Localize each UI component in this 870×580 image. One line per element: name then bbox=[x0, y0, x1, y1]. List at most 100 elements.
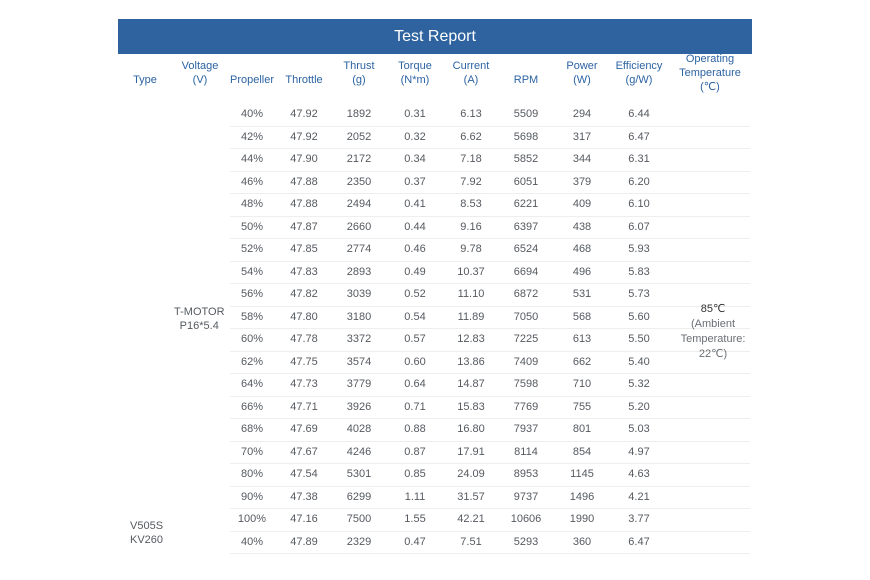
voltage-cell: 47.80 bbox=[290, 310, 318, 323]
table-row: 48% 47.88 2494 0.41 8.53 6221 409 6.10 bbox=[230, 193, 750, 217]
torque-cell: 0.60 bbox=[404, 355, 426, 368]
thrust-cell: 3926 bbox=[346, 400, 372, 413]
current-cell: 14.87 bbox=[457, 378, 485, 390]
voltage-cell: 47.90 bbox=[290, 153, 318, 165]
current-cell: 16.80 bbox=[457, 423, 485, 435]
efficiency-cell: 6.10 bbox=[628, 198, 650, 210]
temperature-note-line: 22℃) bbox=[698, 348, 728, 360]
power-cell: 531 bbox=[572, 288, 592, 300]
rpm-cell: 6221 bbox=[513, 198, 539, 210]
thrust-cell: 3180 bbox=[346, 310, 372, 323]
thrust-cell: 7500 bbox=[346, 513, 372, 525]
header-rpm: RPM bbox=[513, 74, 539, 86]
current-cell: 11.10 bbox=[457, 288, 485, 300]
power-cell: 294 bbox=[572, 108, 592, 120]
efficiency-cell: 6.44 bbox=[628, 108, 650, 120]
rpm-cell: 5509 bbox=[513, 108, 539, 120]
throttle-cell: 54% bbox=[240, 265, 264, 278]
thrust-cell: 3039 bbox=[346, 288, 372, 300]
efficiency-cell: 5.20 bbox=[628, 400, 650, 413]
rpm-cell: 7937 bbox=[513, 423, 539, 435]
efficiency-cell: 5.03 bbox=[628, 423, 650, 435]
rpm-cell: 7409 bbox=[513, 355, 539, 368]
power-cell: 317 bbox=[572, 130, 592, 143]
header-operating-temperature: Operating Temperature (℃) bbox=[679, 53, 741, 93]
voltage-cell: 47.85 bbox=[290, 243, 318, 255]
rpm-cell: 6051 bbox=[513, 175, 539, 188]
torque-cell: 0.31 bbox=[404, 108, 426, 120]
throttle-cell: 40% bbox=[240, 535, 264, 548]
table-row: 40% 47.92 1892 0.31 6.13 5509 294 6.44 bbox=[230, 103, 750, 127]
efficiency-cell: 6.20 bbox=[628, 175, 650, 188]
current-cell: 9.16 bbox=[460, 220, 482, 233]
header-power: Power (W) bbox=[566, 60, 598, 86]
throttle-cell: 100% bbox=[237, 513, 267, 525]
header-throttle: Throttle bbox=[285, 74, 323, 86]
thrust-cell: 3574 bbox=[346, 355, 372, 368]
throttle-cell: 70% bbox=[240, 445, 264, 458]
power-cell: 662 bbox=[572, 355, 592, 368]
throttle-cell: 56% bbox=[240, 288, 264, 300]
rpm-cell: 6397 bbox=[513, 220, 539, 233]
rpm-cell: 7769 bbox=[513, 400, 539, 413]
efficiency-cell: 4.21 bbox=[628, 490, 650, 503]
power-cell: 409 bbox=[572, 198, 592, 210]
current-cell: 7.18 bbox=[460, 153, 482, 165]
header-thrust: Thrust (g) bbox=[343, 60, 375, 86]
torque-cell: 0.54 bbox=[404, 310, 426, 323]
throttle-cell: 46% bbox=[240, 175, 264, 188]
power-cell: 854 bbox=[572, 445, 592, 458]
current-cell: 9.78 bbox=[460, 243, 482, 255]
table-header: Type Voltage (V) Propeller Throttle Thrus… bbox=[118, 53, 752, 109]
rpm-cell: 7598 bbox=[513, 378, 539, 390]
torque-cell: 0.87 bbox=[404, 445, 426, 458]
thrust-cell: 2052 bbox=[346, 130, 372, 143]
rpm-cell: 6694 bbox=[513, 265, 539, 278]
torque-cell: 0.47 bbox=[404, 535, 426, 548]
table-row: 50% 47.87 2660 0.44 9.16 6397 438 6.07 bbox=[230, 216, 750, 239]
table-row: 40% 47.89 2329 0.47 7.51 5293 360 6.47 bbox=[230, 531, 750, 554]
table-row: 70% 47.67 4246 0.87 17.91 8114 854 4.97 bbox=[230, 441, 750, 464]
thrust-cell: 2172 bbox=[346, 153, 372, 165]
temperature-note-line: Temperature: bbox=[680, 333, 746, 345]
table-row: 68% 47.69 4028 0.88 16.80 7937 801 5.03 bbox=[230, 418, 750, 442]
efficiency-cell: 3.77 bbox=[628, 513, 650, 525]
rpm-cell: 5698 bbox=[513, 130, 539, 143]
voltage-cell: 47.69 bbox=[290, 423, 318, 435]
rpm-cell: 5852 bbox=[513, 153, 539, 165]
current-cell: 17.91 bbox=[457, 445, 485, 458]
torque-cell: 0.34 bbox=[404, 153, 426, 165]
current-cell: 24.09 bbox=[457, 468, 485, 480]
thrust-cell: 2494 bbox=[346, 198, 372, 210]
throttle-cell: 44% bbox=[240, 153, 264, 165]
current-cell: 42.21 bbox=[457, 513, 485, 525]
throttle-cell: 68% bbox=[240, 423, 264, 435]
torque-cell: 0.57 bbox=[404, 333, 426, 345]
power-cell: 1145 bbox=[570, 468, 594, 480]
throttle-cell: 66% bbox=[240, 400, 264, 413]
power-cell: 613 bbox=[572, 333, 592, 345]
torque-cell: 0.46 bbox=[404, 243, 426, 255]
thrust-cell: 2660 bbox=[346, 220, 372, 233]
voltage-cell: 47.92 bbox=[290, 130, 318, 143]
rpm-cell: 9737 bbox=[513, 490, 539, 503]
voltage-cell: 47.82 bbox=[290, 288, 318, 300]
thrust-cell: 4246 bbox=[346, 445, 372, 458]
voltage-cell: 47.75 bbox=[290, 355, 318, 368]
efficiency-cell: 6.07 bbox=[628, 220, 650, 233]
power-cell: 344 bbox=[572, 153, 592, 165]
temperature-main: 85℃ bbox=[700, 303, 726, 315]
voltage-cell: 47.92 bbox=[290, 108, 318, 120]
throttle-cell: 60% bbox=[240, 333, 264, 345]
table-row: 56% 47.82 3039 0.52 11.10 6872 531 5.73 bbox=[230, 283, 750, 307]
table-row: 90% 47.38 6299 1.11 31.57 9737 1496 4.21 bbox=[230, 486, 750, 509]
torque-cell: 0.37 bbox=[404, 175, 426, 188]
throttle-cell: 62% bbox=[240, 355, 264, 368]
thrust-cell: 2329 bbox=[346, 535, 372, 548]
torque-cell: 0.44 bbox=[404, 220, 426, 233]
efficiency-cell: 5.83 bbox=[628, 265, 650, 278]
power-cell: 438 bbox=[572, 220, 592, 233]
efficiency-cell: 6.47 bbox=[628, 130, 650, 143]
power-cell: 1990 bbox=[569, 513, 595, 525]
voltage-cell: 47.83 bbox=[290, 265, 318, 278]
